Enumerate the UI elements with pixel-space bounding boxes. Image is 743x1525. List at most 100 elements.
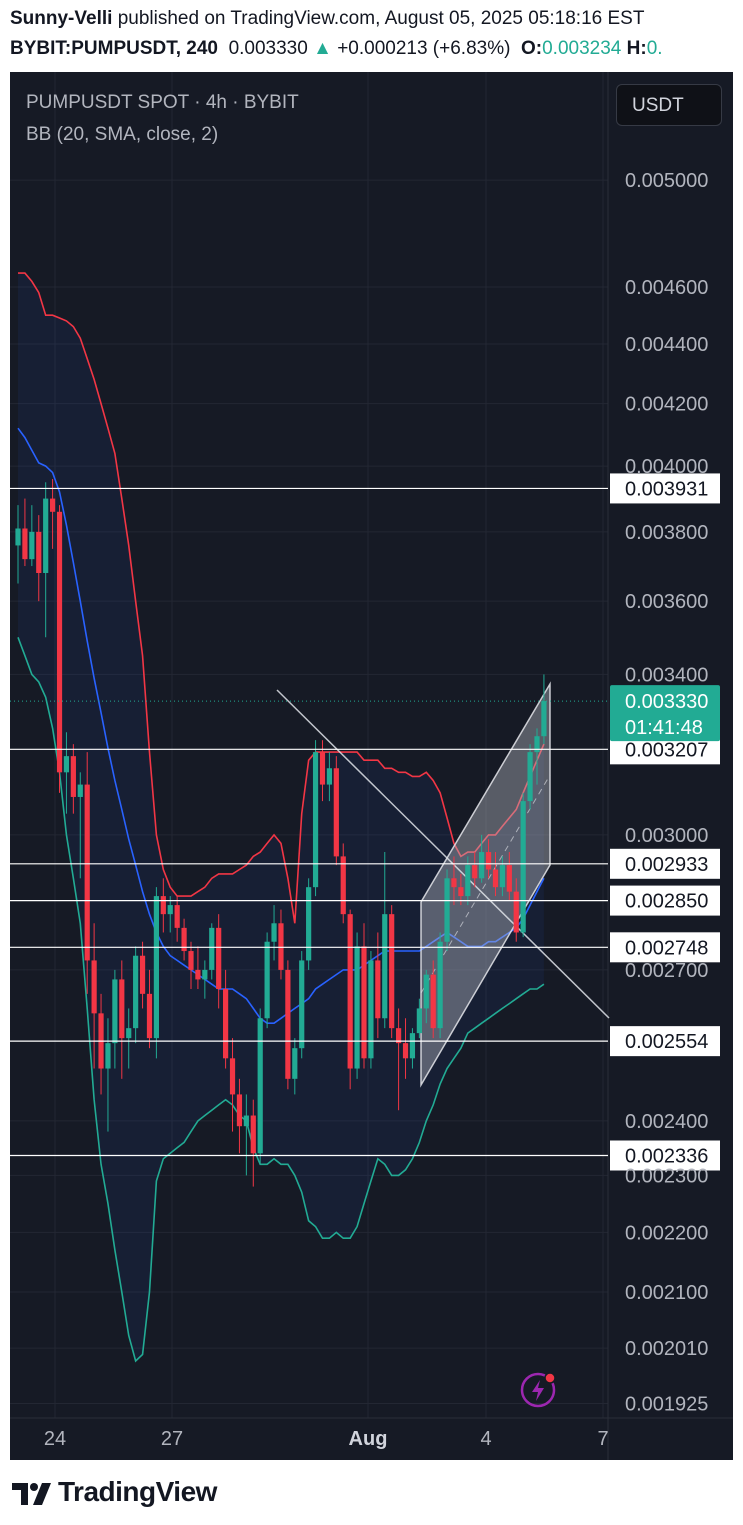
price-tick-label: 0.002300 (625, 1165, 708, 1187)
chart-pane[interactable] (10, 72, 733, 1460)
candle (43, 482, 49, 638)
candle-body (437, 941, 443, 1029)
candle-body (368, 960, 374, 1059)
candle (63, 732, 70, 814)
level-label-text: 0.002554 (625, 1031, 708, 1053)
price-tick-label: 0.004400 (625, 334, 708, 356)
candle (139, 941, 146, 1009)
candle (465, 856, 471, 906)
candle (29, 505, 35, 567)
candle (278, 909, 284, 980)
candle-body (70, 756, 76, 797)
grid-lines (10, 72, 733, 1460)
price-tick-label: 0.004600 (625, 277, 708, 299)
level-price-label: 0.003931 (610, 473, 720, 504)
level-label-box (610, 932, 720, 963)
time-tick-label: Aug (349, 1428, 388, 1450)
author-name[interactable]: Sunny-Velli (10, 8, 113, 29)
candle-body (119, 979, 125, 1039)
candle (112, 969, 118, 1069)
high-value: 0. (646, 38, 663, 59)
candle-body (458, 887, 464, 897)
current-price-text: 0.003330 (625, 691, 708, 713)
candle (458, 873, 464, 906)
candle (312, 740, 319, 897)
candle-body (181, 927, 187, 952)
candle-body (56, 511, 63, 773)
candle (77, 772, 83, 879)
candle-body (479, 852, 485, 879)
candle (22, 498, 28, 567)
candle (223, 969, 229, 1069)
symbol-label: BYBIT:PUMPUSDT, 240 (10, 38, 218, 59)
up-triangle-icon: ▲ (313, 38, 332, 59)
candle-body (541, 701, 547, 737)
candle (264, 932, 270, 1029)
channel-midline (420, 774, 551, 994)
candle (437, 932, 443, 1039)
candle-body (139, 955, 146, 994)
candle (292, 1038, 298, 1095)
candle (492, 852, 499, 897)
candle (534, 728, 540, 785)
candle (402, 1018, 409, 1079)
candle (354, 932, 360, 1079)
tradingview-logo-icon[interactable] (12, 1478, 52, 1510)
candle (499, 856, 505, 897)
candle-body (22, 528, 28, 560)
candle (250, 1099, 256, 1187)
candle-body (306, 887, 312, 961)
candle-body (416, 1008, 422, 1034)
descending-trendline[interactable] (276, 689, 610, 1019)
lightning-alert-icon[interactable] (519, 1370, 559, 1410)
candle (126, 1008, 132, 1069)
publish-header: Sunny-Velli published on TradingView.com… (0, 0, 743, 70)
open-value: 0.003234 (542, 38, 622, 59)
price-tick-label: 0.004200 (625, 394, 708, 416)
current-price-box (610, 685, 720, 742)
candle-body (423, 974, 429, 1009)
candle-body (264, 941, 270, 1019)
candle-body (112, 979, 118, 1044)
candle (160, 878, 166, 933)
candle-body (202, 969, 208, 980)
currency-button[interactable]: USDT (616, 84, 722, 126)
candle (409, 1028, 416, 1069)
candle (167, 896, 173, 933)
candle-body (50, 498, 56, 512)
level-label-box (610, 1140, 720, 1171)
indicator-legend[interactable]: BB (20, SMA, close, 2) (26, 124, 219, 145)
candle (319, 740, 326, 802)
bb-fill (18, 273, 544, 1362)
level-label-box (610, 1026, 720, 1057)
candle (472, 852, 478, 888)
candle-body (236, 1094, 243, 1127)
candle (299, 951, 305, 1059)
candle (50, 479, 56, 549)
price-axis: 0.003931 0.003207 0.002933 0.002850 0.002748… (610, 170, 720, 1416)
candle-body (389, 914, 395, 1029)
candle-body (229, 1058, 236, 1095)
candle (153, 887, 159, 1059)
candle-body (271, 923, 277, 942)
candle-body (146, 993, 153, 1039)
candle (105, 1018, 111, 1132)
candle (340, 843, 346, 924)
candle-body (43, 498, 49, 574)
candle-body (409, 1033, 416, 1059)
candle (306, 878, 312, 970)
bb-lower-line (17, 637, 545, 1363)
level-price-label: 0.002748 (610, 932, 720, 963)
level-label-text: 0.002748 (625, 937, 708, 959)
candle (174, 896, 180, 942)
candle (236, 1078, 243, 1154)
price-tick-label: 0.002700 (625, 960, 708, 982)
time-tick-label: 4 (480, 1428, 491, 1450)
time-tick-label: 7 (597, 1428, 608, 1450)
candle (444, 869, 450, 952)
bb-basis-line (17, 427, 545, 1025)
candle (541, 674, 547, 745)
candle (396, 1008, 402, 1111)
footer-brand[interactable]: TradingView (58, 1476, 217, 1507)
